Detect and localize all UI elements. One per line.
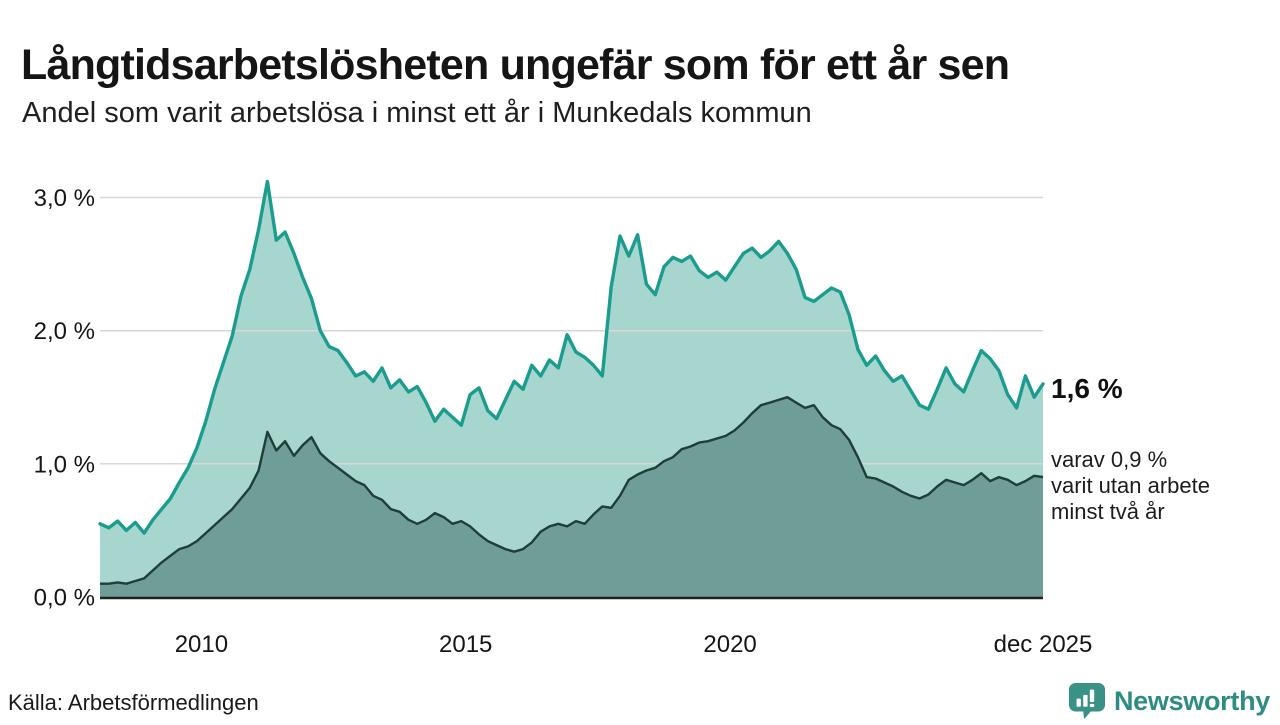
x-tick-label: 2010 [175, 631, 228, 658]
x-tick-label: dec 2025 [994, 631, 1093, 658]
chart-subtitle: Andel som varit arbetslösa i minst ett å… [22, 97, 812, 129]
latest-value-label: 1,6 % [1051, 373, 1123, 404]
y-tick-label: 1,0 % [34, 451, 95, 478]
page-title: Långtidsarbetslösheten ungefär som för e… [21, 40, 1010, 89]
x-tick-label: 2015 [439, 631, 492, 658]
series-area-minst-tva-ar [100, 397, 1043, 597]
y-tick-label: 2,0 % [34, 318, 95, 345]
source-caption: Källa: Arbetsförmedlingen [8, 690, 259, 715]
series-line-minst-tva-ar [100, 396, 1044, 585]
newsworthy-logo: Newsworthy [1068, 682, 1270, 720]
series-line-minst-ett-ar [98, 179, 1045, 535]
x-tick-label: 2020 [703, 631, 756, 658]
newsworthy-logo-text: Newsworthy [1113, 685, 1270, 716]
y-tick-label: 3,0 % [34, 185, 95, 212]
secondary-value-annotation: varav 0,9 % varit utan arbete minst två … [1051, 447, 1210, 524]
y-tick-label: 0,0 % [34, 585, 95, 612]
newsworthy-logo-icon [1068, 682, 1106, 720]
